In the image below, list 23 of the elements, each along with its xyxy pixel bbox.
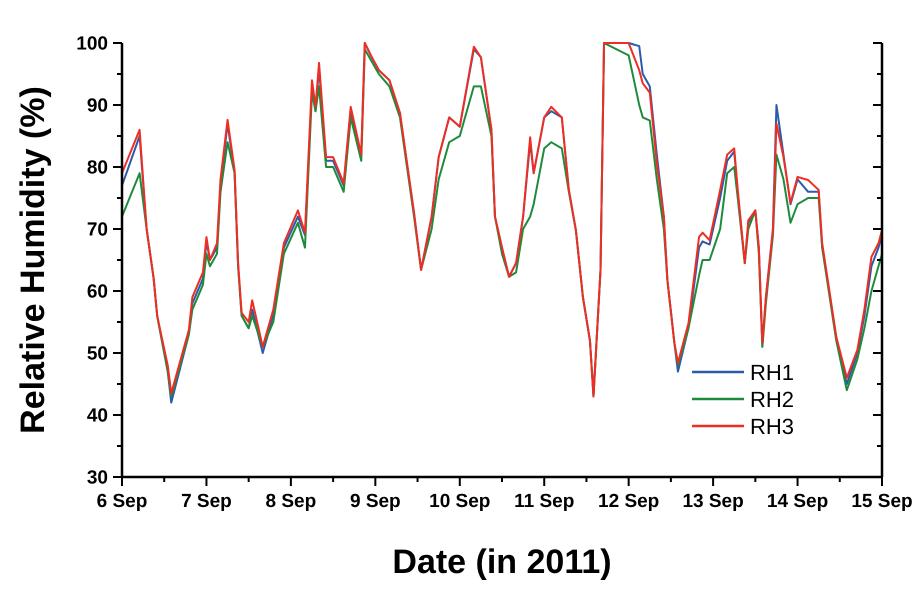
x-tick-label: 6 Sep (96, 491, 148, 512)
legend-label: RH3 (750, 414, 794, 439)
x-tick-label: 11 Sep (514, 491, 574, 512)
y-tick-label: 80 (86, 158, 108, 179)
y-tick-label: 30 (86, 468, 108, 489)
y-axis-title: Relative Humidity (%) (14, 86, 52, 434)
y-tick-label: 90 (86, 96, 108, 117)
x-tick-label: 10 Sep (429, 491, 490, 512)
legend-label: RH1 (750, 360, 794, 385)
legend-label: RH2 (750, 387, 794, 412)
x-tick-label: 12 Sep (598, 491, 660, 512)
y-tick-label: 70 (86, 220, 108, 241)
x-tick-label: 15 Sep (851, 491, 913, 512)
y-tick-label: 40 (86, 406, 108, 427)
x-tick-label: 8 Sep (266, 491, 316, 512)
x-tick-label: 7 Sep (181, 491, 232, 512)
x-tick-label: 9 Sep (350, 491, 401, 512)
y-tick-label: 100 (76, 34, 108, 55)
x-tick-label: 13 Sep (682, 491, 744, 512)
y-tick-label: 50 (86, 344, 108, 365)
y-tick-label: 60 (86, 282, 108, 303)
x-tick-label: 14 Sep (766, 491, 828, 512)
x-axis-title: Date (in 2011) (392, 543, 612, 581)
